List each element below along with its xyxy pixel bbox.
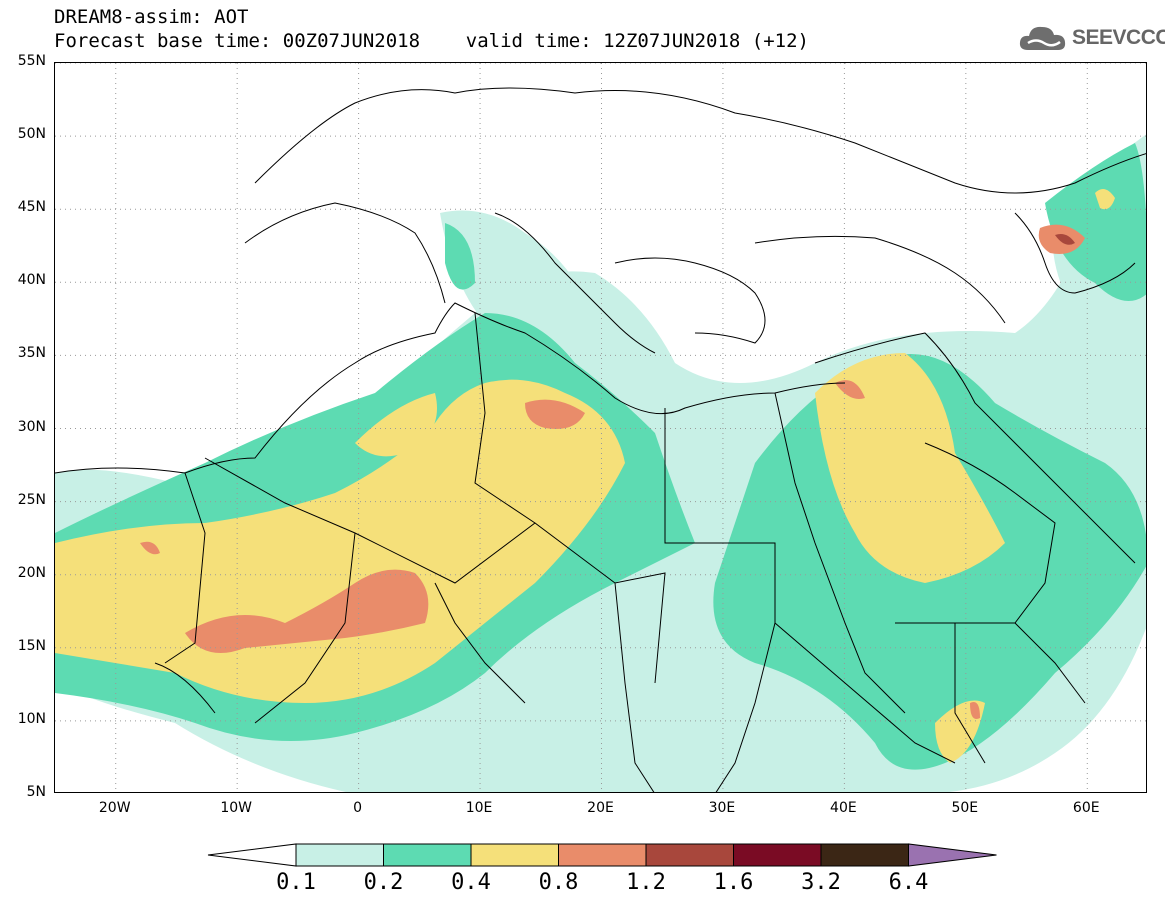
logo-text: SEEVCCC: [1072, 26, 1165, 49]
colorbar-level-label: 1.6: [713, 870, 754, 895]
lat-label: 25N: [17, 491, 46, 508]
lon-label: 20W: [98, 800, 131, 816]
colorbar-segment: [645, 843, 734, 867]
lat-label: 20N: [17, 564, 46, 581]
colorbar-segment: [470, 843, 559, 867]
aot-shading: [55, 134, 1146, 792]
lat-label: 35N: [17, 345, 46, 362]
lon-label: 10W: [220, 800, 252, 816]
lon-label: 20E: [587, 800, 614, 816]
colorbar-segment: [295, 843, 384, 867]
colorbar-level-label: 0.8: [538, 870, 579, 895]
lon-label: 60E: [1072, 800, 1100, 816]
lon-label: 10E: [465, 800, 493, 816]
lat-label: 5N: [26, 784, 46, 800]
lat-label: 45N: [17, 199, 46, 216]
lon-label: 0: [353, 800, 363, 816]
colorbar-low-triangle: [207, 843, 297, 867]
colorbar-level-label: 0.2: [363, 870, 404, 895]
lat-label: 10N: [17, 710, 46, 727]
colorbar: [207, 843, 997, 867]
lon-label: 30E: [708, 800, 736, 816]
lat-label: 40N: [17, 272, 46, 289]
lat-label: 30N: [17, 418, 46, 435]
colorbar-level-label: 6.4: [888, 870, 929, 895]
aot-map: [54, 62, 1147, 793]
colorbar-level-label: 1.2: [626, 870, 666, 895]
map-title: DREAM8-assim: AOT: [54, 6, 249, 28]
colorbar-level-label: 0.4: [451, 870, 491, 895]
colorbar-level-label: 0.1: [276, 870, 316, 895]
colorbar-segment: [383, 843, 472, 867]
lat-label: 50N: [17, 126, 46, 143]
lon-label: 50E: [951, 800, 979, 816]
graticule: [55, 63, 1146, 792]
colorbar-segment: [558, 843, 647, 867]
seevccc-logo: SEEVCCC: [1018, 22, 1165, 58]
lat-label: 15N: [17, 637, 46, 654]
lat-label: 55N: [17, 53, 46, 69]
forecast-time-label: Forecast base time: 00Z07JUN2018 valid t…: [54, 30, 809, 52]
country-borders: [55, 87, 1146, 792]
colorbar-high-triangle: [908, 843, 997, 867]
lon-label: 40E: [830, 800, 857, 816]
colorbar-level-label: 3.2: [801, 870, 841, 895]
colorbar-segment: [820, 843, 909, 867]
cloud-icon: [1019, 26, 1066, 50]
colorbar-segment: [733, 843, 822, 867]
